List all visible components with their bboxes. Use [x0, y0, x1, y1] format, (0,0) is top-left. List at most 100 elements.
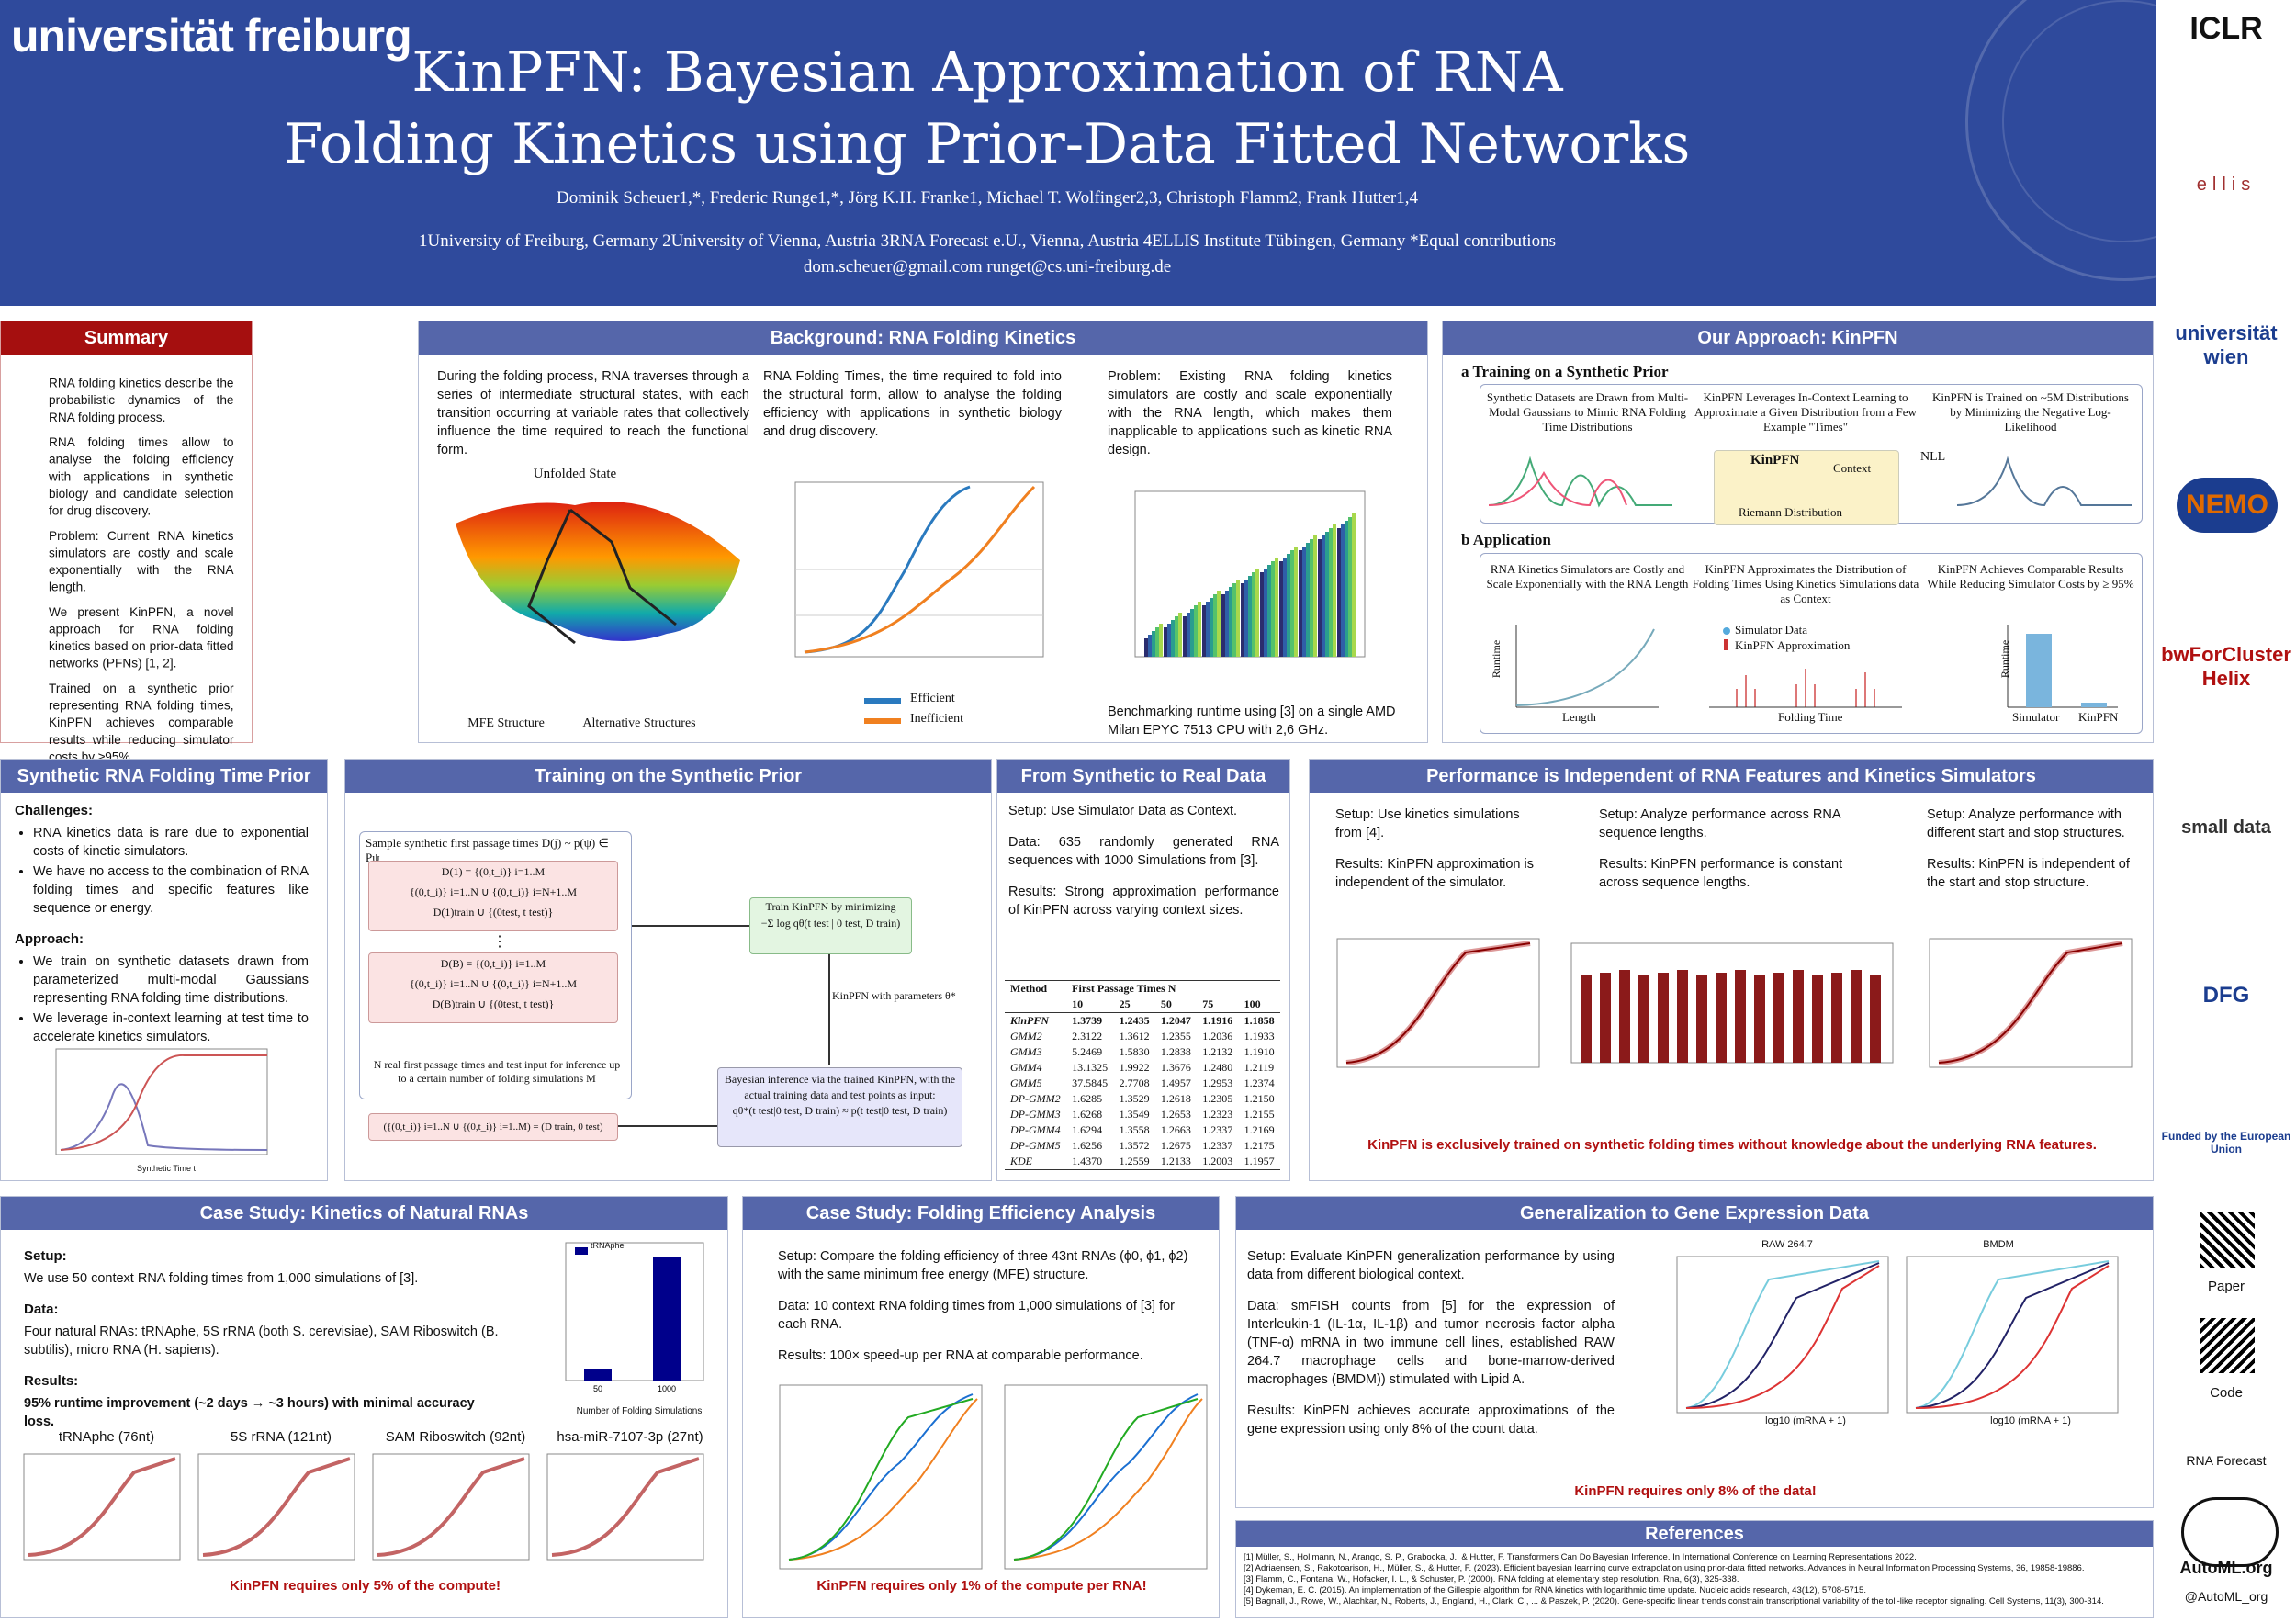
table-cell: 1.3558 [1119, 1123, 1150, 1136]
table-row: DP-GMM4 1.6294 1.3558 1.2663 1.2337 1.2169 [1005, 1122, 1280, 1138]
perf-bar-plot [1570, 942, 1894, 1064]
runtime-bar [1318, 539, 1322, 657]
dataset-1-box: D(1) = {(0,t_i)} i=1..M {(0,t_i)} i=1..N … [368, 861, 618, 931]
approach-b-box [1480, 553, 2143, 734]
runtime-bar [1167, 624, 1171, 657]
runtime-bar [1290, 550, 1294, 657]
twitter-handle[interactable]: @AutoML_org [2184, 1589, 2268, 1604]
table-cell: 1.2337 [1202, 1123, 1233, 1136]
table-cell: 1.5830 [1119, 1045, 1150, 1058]
perf-footer: KinPFN is exclusively trained on synthet… [1367, 1137, 2097, 1153]
case1-plot2-title: 5S rRNA (121nt) [230, 1429, 332, 1445]
approach-a1: Synthetic Datasets are Drawn from Multi-… [1486, 390, 1689, 434]
table-cell: 1.2374 [1244, 1076, 1275, 1089]
real-data-box: ({(0,t_i)} i=1..N ∪ {(0,t_i)} i=1..M) = … [368, 1113, 618, 1141]
approach-b3: KinPFN Achieves Comparable Results While… [1927, 562, 2134, 591]
runtime-bar [1213, 594, 1217, 657]
table-cell: 1.3612 [1119, 1030, 1150, 1043]
prior-distribution-plot [55, 1048, 268, 1155]
cdf-curve [202, 1457, 351, 1557]
sponsor-sidebar [2156, 0, 2296, 1623]
table-cell: 1.1957 [1244, 1155, 1275, 1167]
arrow-to-bayes [828, 954, 830, 1065]
runtime-bar [1329, 528, 1333, 657]
table-cell: 1.2119 [1244, 1061, 1275, 1074]
runtime-bar [1279, 561, 1283, 657]
approach-a2: KinPFN Leverages In-Context Learning to … [1694, 390, 1917, 434]
mfe-label: MFE Structure [467, 716, 545, 730]
case1-footer: KinPFN requires only 5% of the compute! [229, 1578, 501, 1594]
summary-panel: Summary RNA folding kinetics describe th… [0, 321, 253, 763]
perf-bar [1619, 970, 1630, 1063]
cdf-plot-frame [23, 1453, 181, 1561]
approach-b1: RNA Kinetics Simulators are Costly and S… [1486, 562, 1689, 591]
table-col-header: 10 [1072, 997, 1084, 1010]
table-cell: 1.2337 [1202, 1139, 1233, 1152]
table-cell: 1.9922 [1119, 1061, 1150, 1074]
runtime-bar [1325, 532, 1329, 657]
runtime-bar [1198, 602, 1201, 657]
table-cell: GMM4 [1010, 1061, 1042, 1074]
perf-bar [1735, 970, 1746, 1063]
table-cell: KinPFN [1010, 1014, 1050, 1027]
runtime-bar [1352, 513, 1356, 657]
perf-bar [1581, 975, 1592, 1063]
univie-logo: universität wien [2175, 321, 2278, 368]
table-cell: 1.1858 [1244, 1014, 1275, 1027]
real-data-text: N real first passage times and test inpu… [373, 1058, 621, 1085]
table-cell: DP-GMM2 [1010, 1092, 1061, 1105]
table-cell: DP-GMM3 [1010, 1108, 1061, 1121]
bar-1000 [653, 1257, 681, 1381]
table-cell: 5.2469 [1072, 1045, 1103, 1058]
kinpfn-axis: KinPFN [2078, 710, 2119, 724]
table-cell: 1.2169 [1244, 1123, 1275, 1136]
case1-panel: Case Study: Kinetics of Natural RNAs Set… [0, 1196, 728, 1618]
runtime-bar [1244, 580, 1248, 657]
runtime-bar [1255, 569, 1259, 657]
code-qr[interactable] [2200, 1318, 2255, 1373]
table-cell: 13.1325 [1072, 1061, 1109, 1074]
paper-qr[interactable] [2200, 1212, 2255, 1268]
runtime-bar [1217, 591, 1221, 657]
background-panel: Background: RNA Folding Kinetics During … [418, 321, 1428, 743]
results-table: Method First Passage Times N 10 25 50 75 100 … [1005, 980, 1280, 1170]
table-cell: 1.2653 [1160, 1108, 1191, 1121]
table-cell: 1.2953 [1202, 1076, 1233, 1089]
perf-bar [1600, 973, 1611, 1063]
nll-label: NLL [1920, 450, 1946, 464]
runtime-bar [1171, 620, 1175, 657]
case1-bar-xlabel: Number of Folding Simulations [576, 1406, 703, 1416]
runtime-bar-plot [1134, 490, 1366, 658]
perf-bar [1696, 975, 1707, 1063]
params-label: KinPFN with parameters θ* [832, 989, 956, 1002]
folding-time-plot [794, 481, 1044, 658]
summary-heading: Summary [1, 321, 252, 355]
runtime-bar [1248, 576, 1252, 657]
runtime-bar [1229, 587, 1232, 657]
table-row: DP-GMM5 1.6256 1.3572 1.2675 1.2337 1.2175 [1005, 1138, 1280, 1154]
table-col-header: 100 [1244, 997, 1261, 1010]
runtime-bar [1337, 528, 1341, 657]
runtime-bar [1210, 598, 1213, 657]
perf-bar [1658, 973, 1669, 1063]
case1-heading: Case Study: Kinetics of Natural RNAs [1, 1197, 727, 1230]
folding-time-axis: Folding Time [1778, 710, 1843, 724]
perf-bar [1754, 975, 1765, 1063]
training-panel: Training on the Synthetic Prior Sample s… [344, 759, 992, 1181]
gene-xlabel-1: log10 (mRNA + 1) [1765, 1415, 1846, 1426]
runtime-bar [1264, 569, 1267, 657]
ellis-logo: ellis [2196, 175, 2257, 195]
ellipsis: ⋮ [492, 934, 507, 950]
runtime-bar [1302, 547, 1306, 657]
perf-col1: Setup: Use kinetics simulations from [4]… [1335, 807, 1534, 890]
case1-text: Setup: We use 50 context RNA folding time… [24, 1248, 499, 1429]
table-cell: 1.2132 [1202, 1045, 1233, 1058]
automl-badge [2181, 1497, 2279, 1567]
table-cell: 1.1916 [1202, 1014, 1233, 1027]
riemann-label: Riemann Distribution [1739, 505, 1843, 519]
runtime-bar [1275, 558, 1278, 657]
runtime-axis-2: Runtime [1998, 639, 2012, 679]
background-col2: RNA Folding Times, the time required to … [763, 369, 1062, 439]
approach-a3: KinPFN is Trained on ~5M Distributions b… [1932, 390, 2129, 434]
code-label: Code [2210, 1385, 2243, 1401]
